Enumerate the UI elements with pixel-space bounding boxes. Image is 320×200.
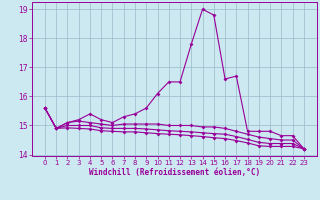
X-axis label: Windchill (Refroidissement éolien,°C): Windchill (Refroidissement éolien,°C): [89, 168, 260, 177]
